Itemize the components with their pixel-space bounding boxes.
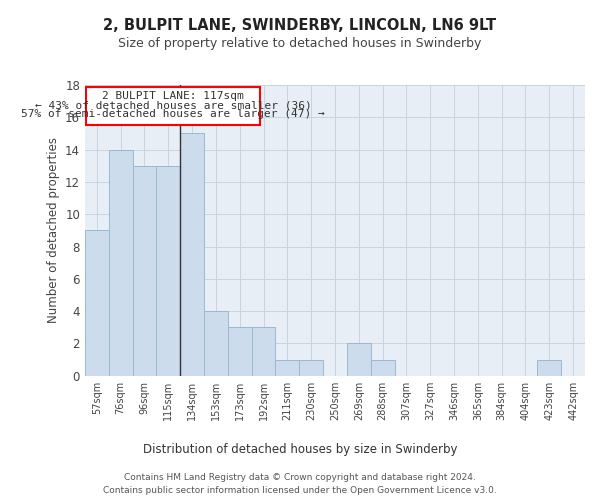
Bar	[85, 230, 109, 376]
Bar	[228, 328, 251, 376]
Bar	[347, 344, 371, 376]
Text: Distribution of detached houses by size in Swinderby: Distribution of detached houses by size …	[143, 442, 457, 456]
Bar	[275, 360, 299, 376]
Text: 2, BULPIT LANE, SWINDERBY, LINCOLN, LN6 9LT: 2, BULPIT LANE, SWINDERBY, LINCOLN, LN6 …	[103, 18, 497, 32]
Text: Contains HM Land Registry data © Crown copyright and database right 2024.: Contains HM Land Registry data © Crown c…	[124, 472, 476, 482]
Bar	[180, 134, 204, 376]
Bar	[538, 360, 561, 376]
Text: 2 BULPIT LANE: 117sqm: 2 BULPIT LANE: 117sqm	[102, 92, 244, 102]
Bar	[251, 328, 275, 376]
Y-axis label: Number of detached properties: Number of detached properties	[47, 138, 59, 324]
Bar	[86, 86, 260, 124]
Bar	[133, 166, 157, 376]
Bar	[299, 360, 323, 376]
Bar	[204, 311, 228, 376]
Text: Contains public sector information licensed under the Open Government Licence v3: Contains public sector information licen…	[103, 486, 497, 495]
Bar	[157, 166, 180, 376]
Text: 57% of semi-detached houses are larger (47) →: 57% of semi-detached houses are larger (…	[21, 109, 325, 119]
Bar	[371, 360, 395, 376]
Bar	[109, 150, 133, 376]
Text: Size of property relative to detached houses in Swinderby: Size of property relative to detached ho…	[118, 38, 482, 51]
Text: ← 43% of detached houses are smaller (36): ← 43% of detached houses are smaller (36…	[35, 100, 311, 110]
